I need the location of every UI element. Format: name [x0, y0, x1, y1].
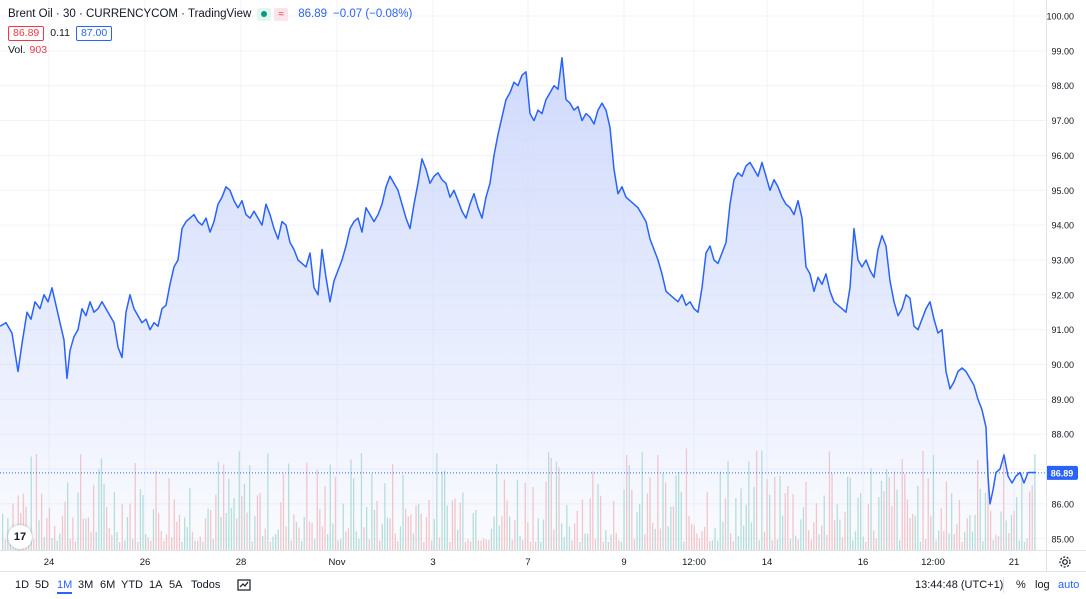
chart-legend: Brent Oil · 30 · CURRENCYCOM · TradingVi…	[8, 6, 412, 56]
x-tick-label: 21	[1009, 557, 1020, 568]
timeframe-1m[interactable]: 1M	[57, 579, 73, 594]
volume-legend: Vol. 903	[8, 44, 412, 56]
y-tick-label: 100.00	[1046, 12, 1074, 22]
x-tick-label: Nov	[329, 557, 346, 568]
sell-price-button[interactable]: 86.89	[8, 25, 45, 41]
x-tick-label: 24	[44, 557, 55, 568]
x-tick-label: 12:00	[921, 557, 945, 568]
market-status-icon[interactable]	[257, 7, 272, 21]
price-chart[interactable]: 85.00 86.00 87.00 88.00 89.00 90.00 91.00 92.00…	[0, 0, 1086, 571]
x-tick-label: 3	[430, 557, 435, 568]
percent-toggle[interactable]: %	[1016, 579, 1026, 591]
x-tick-label: 12:00	[682, 557, 706, 568]
gear-icon[interactable]	[1058, 555, 1072, 569]
y-tick-label: 88.00	[1051, 430, 1074, 440]
y-tick-label: 86.00	[1051, 499, 1074, 509]
y-tick-label: 93.00	[1051, 255, 1074, 265]
timeframe-5d[interactable]: 5D	[35, 579, 50, 591]
x-tick-label: 9	[621, 557, 626, 568]
timeframe-6m[interactable]: 6M	[100, 579, 116, 591]
clock[interactable]: 13:44:48 (UTC+1)	[915, 579, 1004, 591]
timeframe-5a[interactable]: 5A	[169, 579, 183, 591]
y-tick-label: 95.00	[1051, 186, 1074, 196]
x-tick-label: 14	[762, 557, 773, 568]
bottom-toolbar: 1D 5D 1M 3M 6M YTD 1A 5A Todos 13:44:48 …	[0, 571, 1086, 599]
timeframe-1a[interactable]: 1A	[149, 579, 163, 591]
log-toggle[interactable]: log	[1035, 579, 1050, 591]
auto-toggle[interactable]: auto	[1058, 579, 1080, 591]
x-tick-label: 28	[236, 557, 247, 568]
symbol-title[interactable]: Brent Oil · 30 · CURRENCYCOM · TradingVi…	[8, 8, 252, 20]
price-line	[0, 57, 1036, 505]
timeframe-1d[interactable]: 1D	[15, 579, 30, 591]
divider	[1003, 577, 1004, 593]
y-tick-label: 96.00	[1051, 151, 1074, 161]
y-tick-label: 98.00	[1051, 81, 1074, 91]
timeframe-todos[interactable]: Todos	[191, 579, 221, 591]
last-price: 86.89	[298, 8, 328, 20]
compare-icon[interactable]	[237, 578, 251, 592]
timeframe-ytd[interactable]: YTD	[121, 579, 143, 591]
y-tick-label: 97.00	[1051, 116, 1074, 126]
x-tick-label: 16	[858, 557, 869, 568]
volume-value: 903	[29, 44, 48, 56]
volume-label: Vol.	[8, 44, 26, 56]
y-tick-label: 92.00	[1051, 290, 1074, 300]
x-tick-label: 7	[525, 557, 530, 568]
buy-price-button[interactable]: 87.00	[75, 25, 113, 41]
y-tick-label: 89.00	[1051, 395, 1074, 405]
tradingview-logo-icon[interactable]: 17	[8, 525, 32, 549]
spread-value: 0.11	[50, 27, 70, 39]
y-tick-label: 94.00	[1051, 221, 1074, 231]
last-price-tag-label: 86.89	[1051, 468, 1074, 478]
last-price-tag	[1046, 465, 1078, 480]
chart-area[interactable]: 85.00 86.00 87.00 88.00 89.00 90.00 91.00 92.00…	[0, 0, 1086, 571]
price-change: −0.07 (−0.08%)	[333, 8, 413, 20]
price-area	[0, 57, 1036, 551]
y-tick-label: 91.00	[1051, 325, 1074, 335]
x-tick-label: 26	[140, 557, 151, 568]
y-tick-label: 85.00	[1051, 534, 1074, 544]
data-delay-icon[interactable]: ≈	[274, 7, 289, 21]
timeframe-3m[interactable]: 3M	[78, 579, 94, 591]
y-tick-label: 90.00	[1051, 360, 1074, 370]
y-tick-label: 99.00	[1051, 46, 1074, 56]
